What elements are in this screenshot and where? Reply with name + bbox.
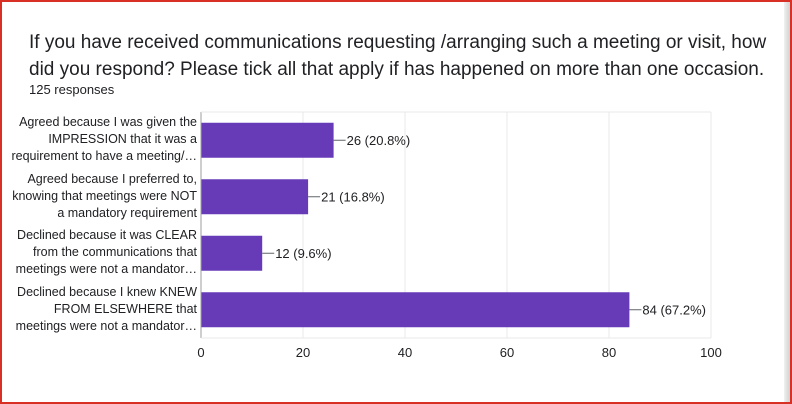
data-label: 21 (16.8%) — [321, 189, 385, 204]
category-label: Declined because I knew KNEW FROM ELSEWH… — [15, 284, 197, 333]
bar — [201, 235, 263, 271]
x-tick-label: 60 — [500, 345, 514, 360]
data-label: 26 (20.8%) — [347, 133, 411, 148]
x-tick-label: 20 — [296, 345, 310, 360]
x-tick-label: 40 — [398, 345, 412, 360]
bar — [201, 179, 309, 215]
x-tick-label: 100 — [700, 345, 722, 360]
bar — [201, 292, 630, 328]
x-tick-label: 80 — [602, 345, 616, 360]
category-label: Agreed because I was given the IMPRESSIO… — [11, 115, 197, 164]
data-label: 12 (9.6%) — [275, 246, 331, 261]
question-title: If you have received communications requ… — [29, 32, 767, 80]
x-axis-ticks: 0 20 40 60 80 100 — [197, 345, 721, 360]
bar — [201, 122, 334, 158]
x-tick-label: 0 — [197, 345, 204, 360]
response-count: 125 responses — [29, 82, 115, 97]
data-labels: 26 (20.8%) 21 (16.8%) 12 (9.6%) 84 (67.2%) — [262, 133, 706, 317]
bars — [201, 122, 630, 328]
data-label: 84 (67.2%) — [642, 302, 706, 317]
category-label: Declined because it was CLEAR from the c… — [15, 228, 197, 277]
category-label: Agreed because I preferred to, knowing t… — [12, 171, 197, 220]
